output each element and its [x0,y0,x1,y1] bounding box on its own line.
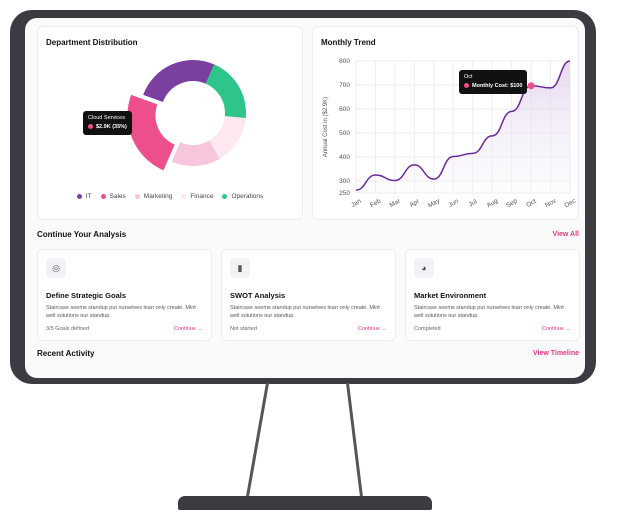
card-description: Staircase seems standup put ourselves le… [230,305,380,319]
y-tick-label: 250 [339,190,350,197]
tooltip-label: Oct [464,74,473,80]
y-axis-label: Annual Cost in ($2.9K) [323,97,329,157]
donut-chart [127,60,246,171]
panel-title: Monthly Trend [321,38,376,47]
monthly-trend-panel: Monthly Trend 250 300 400 500 600 700 800 Jan Fe… [312,26,579,220]
donut-segment-it [143,60,215,103]
line-chart: 250 300 400 500 600 700 800 Jan Feb Mar Apr May Jun J… [323,58,578,210]
donut-segment-finance [209,116,246,159]
card-title: SWOT Analysis [230,291,286,300]
section-title: Continue Your Analysis [37,230,127,239]
legend-label: Operations [231,193,264,200]
x-tick-label: Mar [389,197,403,209]
analysis-card[interactable]: ▮ SWOT Analysis Staircase seems standup … [221,249,396,341]
donut-segment-sales [127,94,175,171]
legend-label: Sales [109,193,126,200]
department-distribution-panel: Department Distribution Cloud Services $… [37,26,303,220]
legend-dot [100,193,106,199]
chart-legend: IT Sales Marketing Finance Operations [38,193,302,200]
monitor-stand-left [245,382,269,500]
pie-chart-icon: ◕ [414,258,434,278]
continue-link[interactable]: Continue → [541,326,571,332]
x-tick-label: Jan [350,198,363,209]
x-tick-label: Jun [447,198,460,209]
card-status: Not started [230,326,257,332]
monitor-stand-right [346,382,364,501]
legend-item[interactable]: Operations [222,193,263,200]
area-fill [356,61,570,193]
card-title: Define Strategic Goals [46,291,127,300]
legend-item[interactable]: Marketing [134,193,173,200]
x-tick-label: Dec [563,197,577,209]
y-tick-label: 800 [339,58,350,65]
card-status: 3/5 Goals defined [46,326,90,332]
tooltip-dot [88,124,93,130]
legend-item[interactable]: IT [76,193,92,200]
legend-dot [181,193,187,199]
card-status: Completed [414,326,441,332]
x-tick-label: Apr [408,197,421,209]
x-tick-label: Oct [525,198,537,209]
monitor-base [178,496,432,510]
donut-tooltip: Cloud Services $2.9K (35%) [83,111,132,135]
tooltip-value: $2.9K (35%) [96,124,127,130]
view-timeline-link[interactable]: View Timeline [532,350,579,357]
tooltip-label: Cloud Services [88,115,125,121]
donut-segment-operations [205,64,246,119]
panel-title: Department Distribution [46,38,138,47]
tooltip-dot [464,83,469,89]
recent-activity-title: Recent Activity [37,349,95,358]
x-tick-label: May [427,197,442,210]
donut-segment-marketing [171,140,220,167]
card-title: Market Environment [414,291,487,300]
y-tick-label: 600 [339,106,350,113]
legend-label: IT [85,193,92,200]
card-description: Staircase seems standup put ourselves le… [414,305,564,319]
legend-item[interactable]: Sales [100,193,126,200]
y-tick-label: 300 [339,178,350,185]
highlight-point [527,82,535,90]
y-tick-label: 500 [339,130,350,137]
continue-link[interactable]: Continue → [357,326,387,332]
x-tick-label: Jul [468,198,479,208]
analysis-card[interactable]: ◎ Define Strategic Goals Staircase seems… [37,249,212,341]
dashboard-screen: Department Distribution Cloud Services $… [25,18,585,378]
legend-item[interactable]: Finance [181,193,213,200]
legend-dot [76,193,82,199]
card-description: Staircase seems standup put ourselves le… [46,305,196,319]
legend-label: Marketing [143,193,173,200]
y-tick-label: 400 [339,154,350,161]
x-tick-label: Sep [505,197,519,209]
continue-link[interactable]: Continue → [173,326,203,332]
y-tick-label: 700 [339,82,350,89]
legend-dot [222,193,228,199]
analysis-card[interactable]: ◕ Market Environment Staircase seems sta… [405,249,580,341]
legend-label: Finance [190,193,214,200]
x-tick-label: Aug [486,197,500,209]
line-tooltip: Oct Monthly Cost: $100 [459,70,528,94]
x-tick-label: Nov [544,197,558,209]
tooltip-value: Monthly Cost: $100 [472,83,523,89]
view-all-link[interactable]: View All [552,231,579,238]
x-tick-label: Feb [369,197,383,209]
bar-chart-icon: ▮ [230,258,250,278]
legend-dot [134,193,140,199]
target-icon: ◎ [46,258,66,278]
